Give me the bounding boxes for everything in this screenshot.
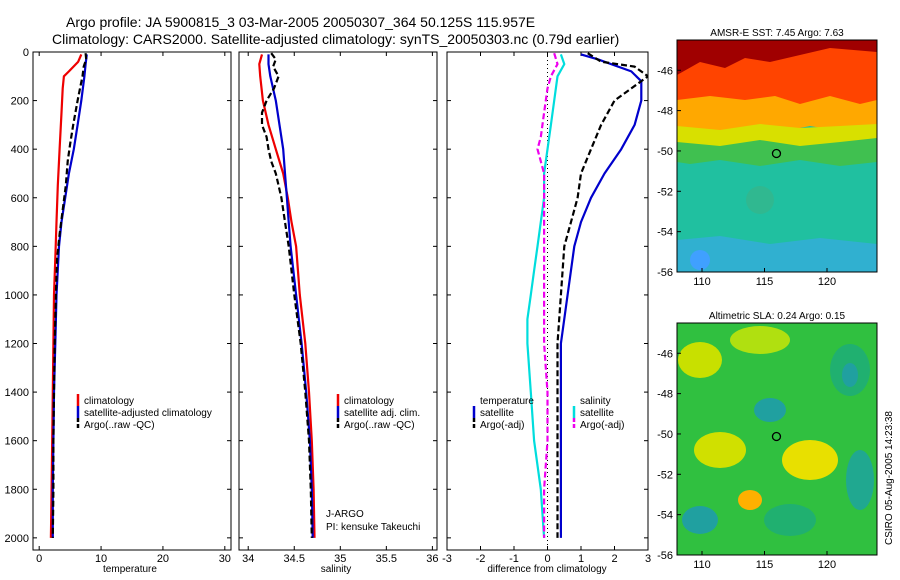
y-tick-label: 2000 (5, 533, 29, 545)
x-tick-label: 30 (219, 553, 231, 565)
y-tick-label: 800 (11, 241, 29, 253)
map-x-tick-label: 110 (693, 559, 711, 571)
sla-map-title: Altimetric SLA: 0.24 Argo: 0.15 (709, 311, 846, 322)
legend-label-sal-argo: Argo(-adj) (580, 420, 624, 431)
x-tick-label: 3 (645, 553, 651, 565)
salinity-annotation-line1: J-ARGO (326, 509, 364, 520)
legend-label-climatology: climatology (344, 396, 394, 407)
y-tick-label: 1600 (5, 436, 29, 448)
difference-series-group (526, 52, 648, 538)
x-tick-label: 1 (578, 553, 584, 565)
x-tick-label: 35.5 (376, 553, 397, 565)
map-y-tick-label: -52 (657, 469, 673, 481)
legend-label-argo: Argo(..raw -QC) (84, 420, 155, 431)
sla-map-frame (676, 322, 878, 556)
argo-location-marker (771, 148, 782, 159)
x-tick-label: -1 (509, 553, 519, 565)
difference-legend: temperature satellite Argo(-adj) salinit… (472, 396, 624, 431)
map-y-tick-label: -46 (657, 65, 673, 77)
sst-map-frame (676, 39, 878, 273)
y-tick-label: 600 (11, 193, 29, 205)
series-line-temperature-satellite (559, 53, 643, 538)
map-y-tick-label: -48 (657, 389, 673, 401)
map-x-tick-label: 115 (756, 559, 774, 571)
figure-title-line2: Climatology: CARS2000. Satellite-adjuste… (52, 31, 619, 47)
map-y-tick-label: -56 (657, 267, 673, 279)
y-tick-label: 1200 (5, 339, 29, 351)
figure-title-line1: Argo profile: JA 5900815_3 03-Mar-2005 2… (66, 14, 535, 30)
map-y-tick-label: -46 (657, 348, 673, 360)
x-tick-label: -2 (476, 553, 486, 565)
x-tick-label: 35 (334, 553, 346, 565)
map-x-tick-label: 115 (756, 276, 774, 288)
y-tick-label: 1800 (5, 484, 29, 496)
legend-label-sal-satellite: satellite (580, 408, 614, 419)
x-tick-label: -3 (442, 553, 452, 565)
sst-map (677, 40, 877, 272)
legend-label-satellite: satellite adj. clim. (344, 408, 420, 419)
temperature-plot-frame (32, 51, 232, 551)
x-tick-label: 10 (95, 553, 107, 565)
series-line-climatology (49, 53, 83, 538)
temperature-legend: climatology satellite-adjusted climatolo… (76, 394, 212, 431)
salinity-xlabel: salinity (321, 564, 352, 575)
legend-label-argo: Argo(..raw -QC) (344, 420, 415, 431)
difference-xlabel: difference from climatology (487, 564, 606, 575)
sst-map-title: AMSR-E SST: 7.45 Argo: 7.63 (710, 28, 844, 39)
series-line-argo-raw-qc (260, 52, 313, 538)
map-y-tick-label: -48 (657, 106, 673, 118)
x-tick-label: 34 (242, 553, 254, 565)
map-y-tick-label: -50 (657, 146, 673, 158)
series-line-argo-raw-qc (51, 53, 88, 538)
maps-overlay: 110 115 120 -46 -48 -50 -52 -54 -56 110 115 120 -46 -… (657, 65, 836, 571)
x-tick-label: 0 (36, 553, 42, 565)
series-line-salinity-argo-adj (536, 52, 559, 538)
temperature-series-group (49, 53, 88, 538)
x-tick-label: 20 (157, 553, 169, 565)
x-tick-label: 36 (426, 553, 438, 565)
x-tick-label: 2 (611, 553, 617, 565)
map-x-tick-label: 120 (818, 276, 836, 288)
salinity-series-group (258, 52, 316, 538)
temperature-xlabel: temperature (103, 564, 157, 575)
salinity-annotation-line2: PI: kensuke Takeuchi (326, 522, 420, 533)
x-tick-label: 34.5 (284, 553, 305, 565)
x-tick-label: 0 (544, 553, 550, 565)
series-lines (49, 52, 648, 538)
y-tick-label: 1400 (5, 387, 29, 399)
map-y-tick-label: -56 (657, 550, 673, 562)
map-y-tick-label: -52 (657, 186, 673, 198)
series-line-temperature-argo-adj (556, 52, 648, 538)
legend-label-temp-argo: Argo(-adj) (480, 420, 524, 431)
series-line-climatology (258, 54, 316, 538)
legend-group-temperature: temperature (480, 396, 534, 407)
map-y-tick-label: -54 (657, 510, 673, 522)
side-stamp: CSIRO 05-Aug-2005 14:23:38 (884, 411, 895, 545)
argo-location-marker (771, 431, 782, 442)
map-y-tick-label: -54 (657, 227, 673, 239)
legend-label-climatology: climatology (84, 396, 134, 407)
series-line-salinity-satellite (526, 54, 566, 538)
sla-map (677, 323, 877, 555)
legend-label-temp-satellite: satellite (480, 408, 514, 419)
salinity-legend: climatology satellite adj. clim. Argo(..… (336, 394, 420, 431)
y-tick-label: 0 (23, 47, 29, 59)
map-x-tick-label: 110 (693, 276, 711, 288)
y-tick-label: 400 (11, 144, 29, 156)
legend-group-salinity: salinity (580, 396, 611, 407)
axis-ticks: 0 10 20 30020040060080010001200140016001800… (5, 47, 652, 565)
legend-label-satellite: satellite-adjusted climatology (84, 408, 212, 419)
y-tick-label: 1000 (5, 290, 29, 302)
y-tick-label: 200 (11, 96, 29, 108)
map-y-tick-label: -50 (657, 429, 673, 441)
map-x-tick-label: 120 (818, 559, 836, 571)
